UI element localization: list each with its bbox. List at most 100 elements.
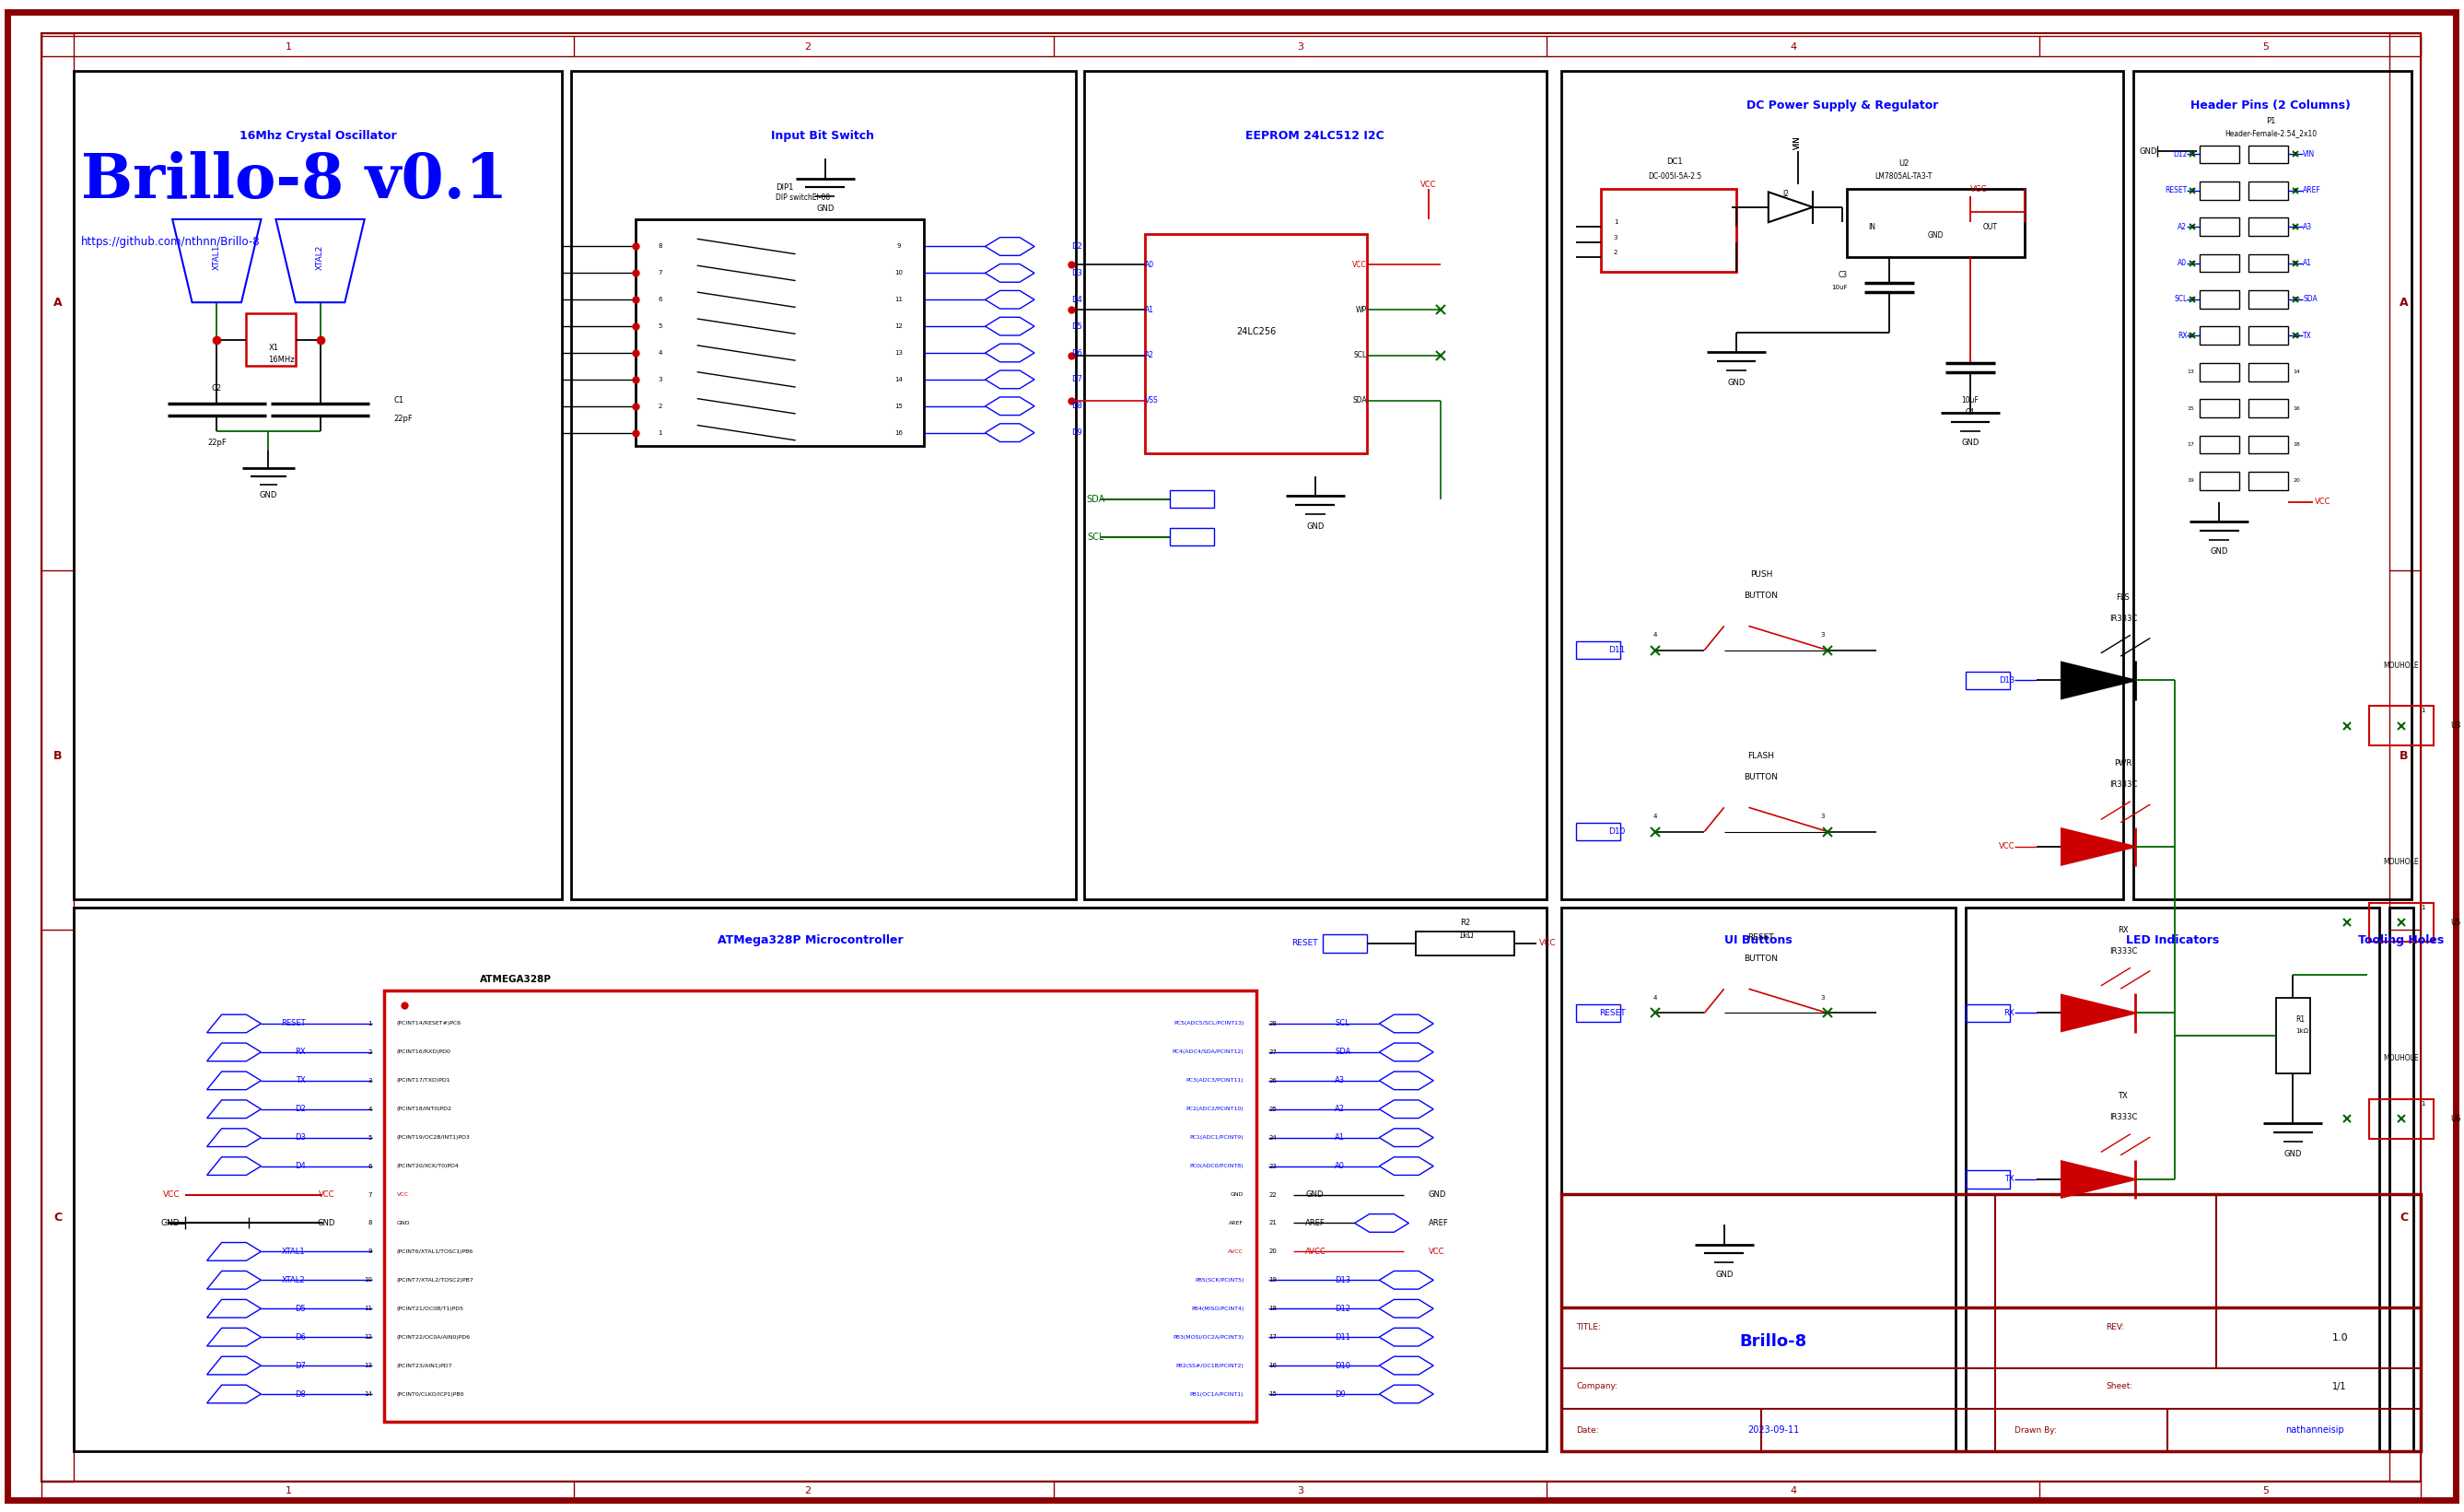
Text: FLS: FLS [2117, 593, 2129, 602]
Text: GND: GND [1927, 231, 1944, 240]
Text: 14: 14 [894, 376, 904, 383]
Text: 3: 3 [1296, 42, 1303, 51]
Text: RX: RX [296, 1048, 306, 1057]
Text: AREF: AREF [1306, 1219, 1326, 1228]
Text: A: A [2400, 296, 2407, 308]
Text: U2: U2 [1900, 159, 1910, 168]
Text: C2: C2 [212, 384, 222, 393]
Text: D3: D3 [1072, 269, 1082, 277]
Text: PWR: PWR [2114, 759, 2131, 768]
Text: SDA: SDA [1087, 494, 1106, 503]
Text: 2: 2 [367, 1049, 372, 1055]
Text: Tooling Holes: Tooling Holes [2358, 934, 2444, 947]
Text: SDA: SDA [1353, 396, 1368, 405]
Text: Company:: Company: [1577, 1382, 1619, 1391]
Text: 5: 5 [2190, 224, 2195, 230]
Text: D13: D13 [1335, 1276, 1350, 1284]
Text: A1: A1 [2304, 259, 2311, 268]
Text: 1: 1 [2422, 708, 2425, 714]
Text: XTAL2: XTAL2 [281, 1276, 306, 1284]
Text: BUTTON: BUTTON [1745, 954, 1779, 963]
Bar [74, 71, 562, 900]
Text: ATMEGA328P: ATMEGA328P [480, 975, 552, 984]
Bar [1084, 71, 1547, 900]
Text: 13: 13 [894, 351, 904, 355]
Text: 3: 3 [1296, 1486, 1303, 1495]
Text: C4: C4 [1966, 408, 1976, 417]
Bar [2250, 254, 2289, 272]
Text: IR333C: IR333C [2109, 614, 2136, 623]
Text: LED Indicators: LED Indicators [2126, 934, 2220, 947]
Text: 17: 17 [1269, 1334, 1276, 1340]
Text: RESET: RESET [2166, 186, 2188, 195]
Text: D9: D9 [1335, 1390, 1345, 1399]
Text: VIN: VIN [1794, 136, 1801, 148]
Text: 3: 3 [1821, 813, 1826, 820]
Text: 1: 1 [2422, 904, 2425, 910]
Text: (PCINT14/RESET#)PC6: (PCINT14/RESET#)PC6 [397, 1021, 461, 1027]
Text: 14: 14 [2294, 369, 2301, 375]
Text: VCC: VCC [163, 1190, 180, 1199]
Text: GND: GND [318, 1219, 335, 1228]
Text: 6: 6 [367, 1163, 372, 1169]
Text: 9: 9 [897, 243, 902, 249]
Text: GND: GND [816, 204, 833, 213]
Text: GND: GND [1306, 1190, 1323, 1199]
Text: 10: 10 [2294, 296, 2301, 302]
Bar [42, 36, 2422, 56]
Bar [42, 1480, 2422, 1500]
Text: 22: 22 [1269, 1191, 1276, 1198]
Text: B: B [2400, 750, 2407, 762]
Bar [1966, 907, 2380, 1452]
Text: PC1(ADC1/PCINT9): PC1(ADC1/PCINT9) [1190, 1136, 1244, 1140]
Text: PC4(ADC4/SDA/PCINT12): PC4(ADC4/SDA/PCINT12) [1173, 1049, 1244, 1054]
Text: MOUHOLE: MOUHOLE [2383, 1054, 2420, 1063]
Text: 10uF: 10uF [1831, 284, 1848, 290]
Text: 5: 5 [2262, 1486, 2269, 1495]
Text: 1kΩ: 1kΩ [2296, 1028, 2309, 1034]
Text: PC5(ADC5/SCL/PCINT13): PC5(ADC5/SCL/PCINT13) [1173, 1021, 1244, 1027]
Text: 12: 12 [894, 324, 904, 330]
Bar [1966, 1170, 2011, 1188]
Text: D2: D2 [296, 1105, 306, 1113]
Text: 20: 20 [2294, 478, 2301, 484]
Text: REV:: REV: [2107, 1323, 2124, 1332]
Text: 1: 1 [1614, 219, 1619, 225]
Text: 3: 3 [658, 376, 663, 383]
Bar [1966, 671, 2011, 689]
Text: (PCINT18/INT0)PD2: (PCINT18/INT0)PD2 [397, 1107, 451, 1111]
Bar [2200, 399, 2240, 417]
Text: PB5(SCK/PCINT5): PB5(SCK/PCINT5) [1195, 1278, 1244, 1282]
Text: 1: 1 [2190, 151, 2195, 157]
Bar [1562, 71, 2124, 900]
Bar [1323, 934, 1368, 953]
Bar [2250, 472, 2289, 490]
Text: 6: 6 [658, 296, 663, 302]
Bar [2250, 290, 2289, 308]
Text: VIN: VIN [2304, 150, 2316, 159]
Text: UI Buttons: UI Buttons [1725, 934, 1791, 947]
Text: DC1: DC1 [1666, 157, 1683, 166]
Text: D10: D10 [1609, 827, 1626, 836]
Text: SCL: SCL [2173, 295, 2188, 304]
Text: 1.0: 1.0 [2331, 1334, 2348, 1343]
Text: VCC: VCC [1998, 842, 2016, 851]
Text: 12: 12 [365, 1334, 372, 1340]
Text: SDA: SDA [2304, 295, 2316, 304]
Bar [1146, 234, 1368, 454]
Text: (PCINT16/RXD)PD0: (PCINT16/RXD)PD0 [397, 1049, 451, 1054]
Bar [1577, 641, 1621, 659]
Text: 2023-09-11: 2023-09-11 [1747, 1426, 1799, 1435]
Text: 15: 15 [1269, 1391, 1276, 1397]
Text: VIN: VIN [1794, 136, 1801, 148]
Text: Drawn By:: Drawn By: [2016, 1426, 2057, 1435]
Text: U3: U3 [2452, 721, 2462, 730]
Text: RESET: RESET [1599, 1009, 1626, 1018]
Text: VCC: VCC [397, 1193, 409, 1198]
Text: Header-Female-2.54_2x10: Header-Female-2.54_2x10 [2225, 129, 2316, 138]
Text: VCC: VCC [1419, 180, 1437, 189]
Text: (PCINT22/OC0A/AIN0)PD6: (PCINT22/OC0A/AIN0)PD6 [397, 1335, 471, 1340]
Text: (PCINT17/TXD)PD1: (PCINT17/TXD)PD1 [397, 1078, 451, 1083]
Text: D6: D6 [1072, 349, 1082, 357]
Bar [2390, 907, 2415, 1452]
